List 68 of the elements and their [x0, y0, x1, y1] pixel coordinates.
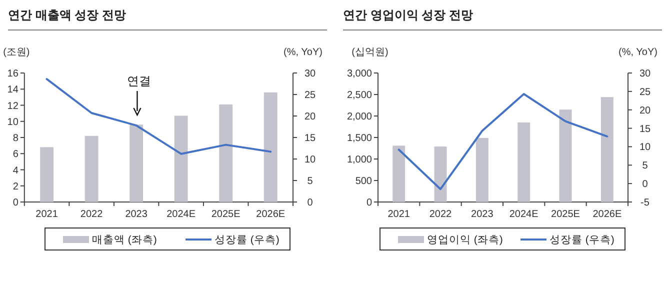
y2-tick-label: 5 [307, 176, 314, 187]
y2-axis-title: (%, YoY) [284, 47, 322, 58]
bar [264, 92, 278, 202]
bar [174, 116, 188, 202]
y-tick-label: 500 [355, 176, 372, 187]
y-tick-label: 2,000 [346, 112, 372, 122]
bar [559, 110, 572, 202]
y-tick-label: 2 [12, 181, 19, 192]
y2-axis-title: (%, YoY) [618, 47, 658, 58]
bar [130, 124, 144, 202]
legend-label: 성장률 (우측) [214, 234, 280, 246]
y-tick-label: 0 [366, 198, 372, 208]
y2-tick-label: 0 [307, 198, 314, 208]
y-tick-label: 16 [7, 68, 19, 80]
x-tick-label: 2022 [80, 209, 104, 220]
y-tick-label: 1,500 [346, 133, 372, 144]
y-axis-title: (십억원) [352, 47, 388, 58]
x-tick-label: 2024E [166, 209, 196, 220]
bar [40, 147, 54, 202]
y-tick-label: 4 [12, 165, 19, 176]
y2-tick-label: 5 [642, 160, 648, 172]
legend-label: 매출액 (좌측) [92, 234, 157, 246]
y2-tick-label: 30 [304, 68, 316, 80]
y-axis-title: (조원) [3, 47, 30, 58]
bar [84, 136, 98, 202]
chart-title: 연간 매출액 성장 전망 [8, 8, 126, 22]
y2-tick-label: -5 [640, 198, 650, 208]
y-tick-label: 2,500 [346, 90, 372, 101]
bar [219, 104, 233, 202]
legend-label: 영업이익 (좌측) [427, 234, 503, 246]
y-tick-label: 0 [12, 198, 19, 208]
y2-tick-label: 25 [304, 90, 316, 101]
y-tick-label: 8 [12, 133, 19, 144]
line-series [398, 93, 608, 190]
annotation: 연결 [127, 74, 152, 88]
y-tick-label: 1,000 [346, 154, 372, 166]
bar [600, 97, 614, 202]
y2-tick-label: 10 [304, 154, 316, 166]
y-tick-label: 14 [7, 84, 19, 96]
bar [476, 138, 488, 202]
y-tick-label: 10 [7, 116, 19, 128]
y-tick-label: 12 [7, 100, 19, 112]
x-tick-label: 2022 [429, 209, 452, 220]
y2-tick-label: 10 [639, 142, 651, 154]
x-tick-label: 2023 [471, 209, 494, 220]
x-tick-label: 2026E [256, 209, 286, 220]
y2-tick-label: 30 [639, 68, 651, 80]
y-tick-label: 6 [12, 149, 19, 160]
x-tick-label: 2026E [592, 209, 622, 220]
x-tick-label: 2023 [125, 209, 148, 220]
bar [518, 122, 530, 202]
x-tick-label: 2025E [211, 209, 241, 220]
x-tick-label: 2024E [509, 209, 539, 220]
bar [434, 146, 447, 202]
x-tick-label: 2021 [36, 209, 58, 220]
y2-tick-label: 0 [642, 179, 648, 190]
chart-title: 연간 영업이익 성장 전망 [343, 8, 474, 22]
y2-tick-label: 20 [639, 105, 651, 116]
legend-label: 성장률 (우측) [550, 234, 614, 246]
line-series [46, 78, 272, 155]
x-tick-label: 2025E [551, 209, 580, 220]
y2-tick-label: 20 [304, 112, 316, 122]
y2-tick-label: 15 [304, 133, 316, 144]
y2-tick-label: 15 [639, 124, 651, 135]
x-tick-label: 2021 [388, 209, 410, 220]
bar [392, 146, 406, 202]
y2-tick-label: 25 [639, 86, 651, 98]
y-tick-label: 3,000 [346, 68, 372, 80]
